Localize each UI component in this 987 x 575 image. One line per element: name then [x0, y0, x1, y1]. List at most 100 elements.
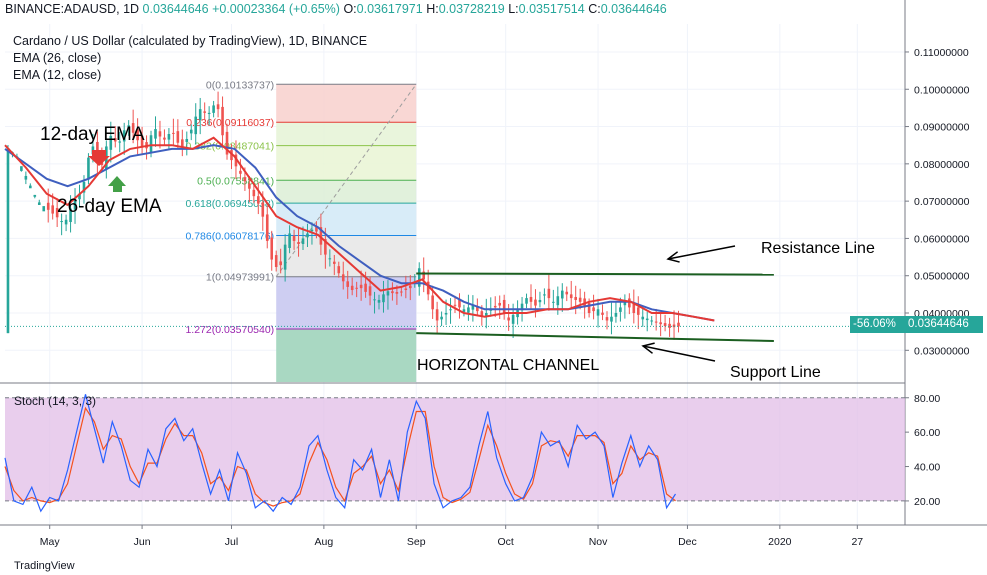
candle-body — [337, 266, 341, 274]
fib-level-label: 0.786(0.06078176) — [185, 231, 274, 243]
candle-body — [377, 299, 381, 303]
candle-body — [131, 123, 135, 133]
support-arrow — [642, 345, 716, 362]
close-label: C: — [588, 2, 601, 16]
candle-body — [431, 295, 434, 310]
price-axis-label: 0.08000000 — [914, 159, 970, 171]
candle-body — [24, 175, 28, 180]
candle-body — [270, 237, 274, 260]
candle-body — [29, 185, 32, 189]
candle-body — [20, 166, 23, 171]
candle-body — [677, 322, 680, 327]
candle-body — [163, 137, 166, 140]
ema-cross-up-marker — [108, 176, 126, 192]
candle-body — [484, 313, 488, 316]
candle-body — [373, 299, 376, 301]
candle-body — [476, 306, 479, 312]
candle-body — [422, 271, 426, 280]
candle-body — [507, 317, 510, 321]
fib-zone — [276, 180, 417, 204]
chart-title[interactable]: Cardano / US Dollar (calculated by Tradi… — [13, 34, 368, 48]
time-axis-label: Sep — [407, 536, 426, 548]
candle-body — [158, 131, 162, 137]
stoch-axis-label: 40.00 — [914, 462, 940, 474]
candle-body — [239, 170, 242, 174]
price-axis-label: 0.11000000 — [914, 47, 969, 59]
fib-trend-line — [275, 83, 417, 277]
candle-body — [55, 207, 59, 218]
fib-level-label: 0.236(0.09116037) — [186, 117, 274, 129]
fib-level-label: 0.382(0.08487041) — [185, 141, 274, 153]
candle-body — [324, 239, 327, 255]
candle-body — [87, 157, 90, 180]
candle-body — [632, 302, 636, 314]
time-axis-label: Jun — [134, 536, 151, 548]
candle-body — [480, 311, 484, 317]
candle-body — [520, 303, 524, 311]
candle-body — [149, 135, 153, 153]
candle-body — [225, 131, 229, 155]
candle-body — [122, 130, 126, 142]
tradingview-watermark: TradingView — [14, 560, 75, 572]
high-value: 0.03728219 — [438, 2, 505, 16]
candle-body — [605, 317, 609, 321]
channel-trendline — [416, 332, 774, 342]
annotation-resistance-line: Resistance Line — [761, 240, 875, 257]
fib-level-label: 1.272(0.03570540) — [185, 324, 274, 336]
candle-body — [619, 307, 622, 312]
candle-body — [355, 287, 358, 289]
low-label: L: — [508, 2, 519, 16]
resistance-arrow-head — [666, 251, 680, 263]
price-axis-label: 0.10000000 — [914, 84, 970, 96]
candle-body — [578, 297, 582, 302]
fib-extension-zone — [276, 329, 417, 382]
candle-body — [185, 138, 189, 142]
candle-body — [234, 154, 238, 167]
stoch-axis-label: 60.00 — [914, 427, 940, 439]
candle-body — [73, 199, 77, 210]
candle-body — [654, 321, 658, 323]
candle-body — [82, 181, 86, 193]
candle-body — [297, 242, 300, 245]
candle-body — [127, 125, 130, 130]
candle-body — [194, 116, 198, 135]
candle-body — [404, 288, 408, 291]
fib-zone — [276, 122, 417, 146]
candle-body — [346, 281, 350, 287]
legend-ema26[interactable]: EMA (26, close) — [13, 51, 102, 65]
candle-body — [400, 291, 403, 293]
candle-body — [319, 227, 323, 245]
candle-body — [663, 323, 667, 327]
time-axis-label: May — [40, 536, 61, 548]
candle-body — [444, 313, 448, 315]
candle-body — [628, 298, 631, 308]
candle-body — [386, 291, 390, 296]
candle-body — [538, 299, 542, 303]
fib-zone — [276, 84, 417, 123]
candle-body — [113, 138, 117, 142]
candle-body — [498, 302, 502, 306]
candle-body — [189, 129, 193, 134]
legend-ema12[interactable]: EMA (12, close) — [13, 68, 102, 82]
time-axis-label: Aug — [315, 536, 334, 548]
stoch-axis-label: 80.00 — [914, 393, 940, 405]
stoch-axis-label: 20.00 — [914, 496, 940, 508]
candle-body — [136, 129, 139, 141]
candle-body — [467, 307, 470, 313]
candle-body — [230, 150, 233, 161]
candle-body — [288, 233, 291, 248]
open-label: O: — [343, 2, 357, 16]
candle-body — [167, 134, 171, 140]
price-axis-label: 0.03000000 — [914, 345, 970, 357]
candle-body — [257, 196, 260, 204]
candle-body — [292, 235, 296, 241]
candle-body — [274, 255, 278, 268]
candle-body — [78, 193, 81, 200]
candle-body — [601, 312, 604, 315]
candle-body — [525, 298, 528, 304]
annotation-12-day-ema: 12-day EMA — [40, 124, 145, 145]
support-arrow-head — [641, 342, 655, 354]
symbol-name[interactable]: BINANCE:ADAUSD, 1D — [5, 2, 140, 16]
candle-body — [596, 309, 600, 316]
